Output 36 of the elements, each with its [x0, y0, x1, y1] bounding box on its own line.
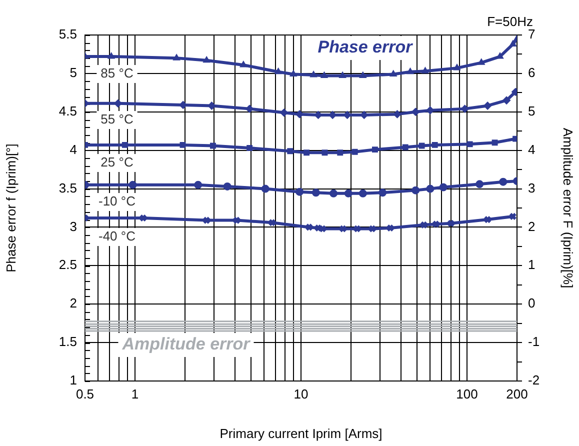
y-tick-label: 1 — [70, 372, 77, 388]
y-tick-label: 1.5 — [58, 334, 77, 350]
y-axis-title: Phase error f (Iprim)[°] — [3, 144, 18, 272]
y2-tick-label: 2 — [528, 218, 536, 234]
y-tick-label: 5.5 — [58, 26, 77, 42]
y-tick-label: 5 — [70, 65, 77, 80]
annotation: 55 °C — [100, 112, 134, 127]
annotation: 85 °C — [100, 66, 134, 81]
y2-tick-label: -1 — [528, 334, 540, 350]
annotation: -10 °C — [98, 194, 136, 209]
y2-tick-label: -2 — [528, 372, 540, 388]
y-tick-label: 3 — [70, 218, 77, 234]
y-tick-label: 2.5 — [58, 257, 77, 272]
annotation: Phase error — [318, 38, 414, 57]
y2-tick-label: 1 — [528, 257, 536, 272]
x-axis-title: Primary current Iprim [Arms] — [220, 426, 382, 441]
x-tick-label: 200 — [506, 386, 528, 402]
y2-tick-label: 0 — [528, 296, 536, 311]
y2-tick-label: 6 — [528, 65, 536, 80]
y2-axis-title: Amplitude error F (Iprim)[%] — [560, 128, 576, 288]
y-tick-label: 4 — [70, 142, 77, 157]
annotation: Amplitude error — [121, 334, 252, 354]
annotation: 25 °C — [100, 154, 134, 170]
y2-tick-label: 4 — [528, 142, 536, 157]
text: F=50Hz — [487, 14, 533, 30]
y2-tick-label: 5 — [528, 103, 536, 118]
x-tick-label: 10 — [294, 386, 308, 402]
y-tick-label: 2 — [70, 296, 77, 311]
y-tick-label: 3.5 — [58, 180, 77, 196]
x-tick-label: 0.5 — [76, 386, 94, 402]
y2-tick-label: 7 — [528, 26, 536, 42]
x-tick-label: 1 — [131, 386, 139, 402]
annotation: -40 °C — [98, 228, 136, 244]
x-tick-label: 100 — [456, 386, 478, 402]
y-tick-label: 4.5 — [58, 103, 77, 118]
y2-tick-label: 3 — [528, 180, 536, 196]
